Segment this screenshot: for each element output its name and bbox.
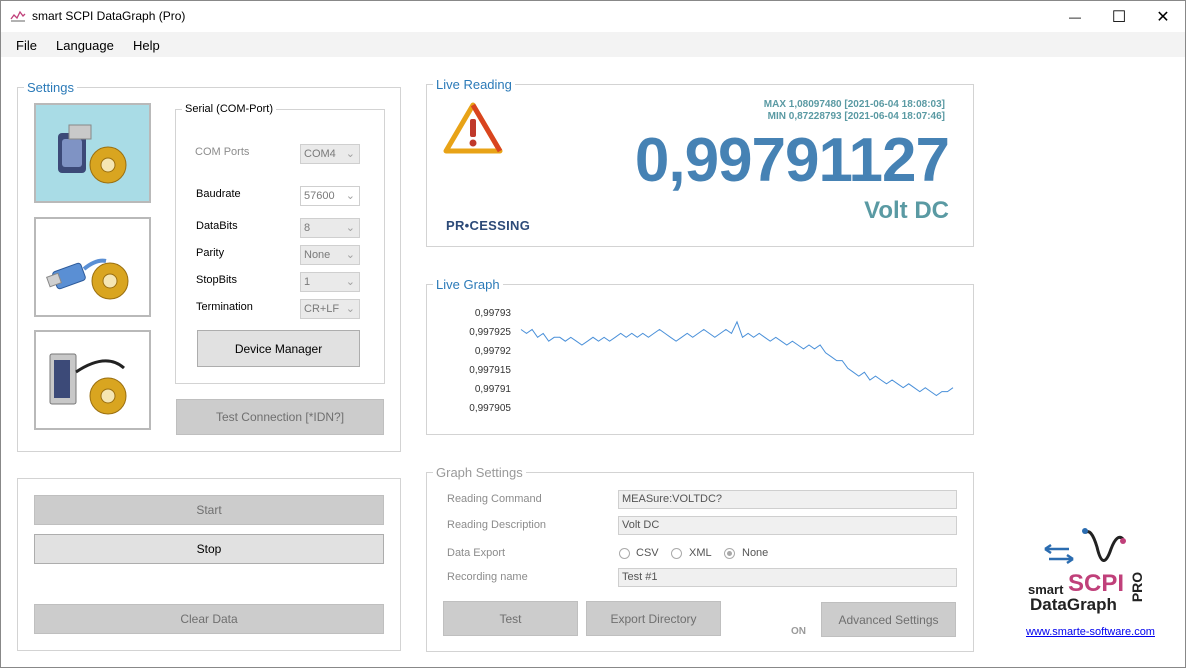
databits-label: DataBits [196, 220, 238, 232]
serial-settings-group: Serial (COM-Port) [175, 103, 385, 384]
settings-group: Settings [17, 80, 401, 452]
max-reading: MAX 1,08097480 [2021-06-04 18:08:03] [763, 99, 945, 110]
y-tick-label: 0,997905 [469, 403, 511, 414]
stopbits-select[interactable]: 1 ⌄ [300, 272, 360, 292]
chevron-down-icon: ⌄ [345, 249, 355, 261]
y-tick-label: 0,997915 [469, 365, 511, 376]
menu-file[interactable]: File [16, 38, 37, 53]
reading-command-label: Reading Command [447, 493, 542, 505]
reading-description-label: Reading Description [447, 519, 547, 531]
chevron-down-icon: ⌄ [345, 276, 355, 288]
settings-legend: Settings [27, 80, 74, 95]
parity-label: Parity [196, 247, 225, 259]
logo-datagraph: DataGraph [1030, 595, 1117, 614]
graph-settings-group: Graph Settings [426, 465, 974, 652]
network-cable-icon [46, 258, 129, 300]
series-line [520, 320, 954, 397]
chevron-down-icon: ⌄ [345, 148, 355, 160]
y-tick-label: 0,99793 [474, 308, 511, 319]
website-link[interactable]: www.smarte-software.com [1026, 626, 1155, 638]
live-graph-legend: Live Graph [436, 277, 500, 292]
recording-name-input[interactable]: Test #1 [618, 568, 957, 587]
device-manager-button[interactable]: Device Manager [197, 330, 360, 367]
data-export-label: Data Export [447, 547, 506, 559]
menu-bar: File Language Help [1, 32, 1185, 57]
chevron-down-icon: ⌄ [345, 190, 355, 202]
minimize-button[interactable]: — [1053, 1, 1097, 32]
chevron-down-icon: ⌄ [345, 303, 355, 315]
live-graph-group: Live Graph [426, 277, 974, 435]
stopbits-label: StopBits [196, 274, 237, 286]
serial-legend: Serial (COM-Port) [185, 103, 274, 115]
menu-language[interactable]: Language [56, 38, 114, 53]
live-unit: Volt DC [864, 197, 949, 224]
processing-status: PR•CESSING [446, 218, 531, 233]
minimize-icon: — [1069, 9, 1081, 24]
termination-label: Termination [196, 301, 253, 313]
serial-port-icon [58, 124, 127, 184]
gpib-port-icon [49, 353, 127, 415]
export-csv-label: CSV [636, 547, 659, 559]
export-csv-radio[interactable] [619, 548, 630, 559]
reading-command-input[interactable]: MEASure:VOLTDC? [618, 490, 957, 509]
export-directory-button[interactable]: Export Directory [586, 601, 721, 636]
app-icon [10, 10, 26, 22]
live-reading-group: Live Reading [426, 77, 974, 247]
serial-connection-tile[interactable] [34, 103, 151, 203]
reading-description-input[interactable]: Volt DC [618, 516, 957, 535]
advanced-settings-button[interactable]: Advanced Settings [821, 602, 956, 637]
close-icon: ✕ [1156, 8, 1170, 26]
export-xml-label: XML [689, 547, 712, 559]
live-value: 0,99791127 [634, 126, 950, 195]
logo-pro: PRO [1129, 571, 1146, 603]
on-indicator: ON [791, 626, 806, 637]
graph-settings-legend: Graph Settings [436, 465, 523, 480]
logo-scpi: SCPI [1068, 570, 1125, 597]
clear-data-button[interactable]: Clear Data [34, 604, 384, 634]
export-none-label: None [742, 547, 769, 559]
maximize-button[interactable]: ☐ [1097, 1, 1141, 32]
termination-select[interactable]: CR+LF ⌄ [300, 299, 360, 319]
live-reading-legend: Live Reading [436, 77, 512, 92]
export-xml-radio[interactable] [671, 548, 682, 559]
min-reading: MIN 0,87228793 [2021-06-04 18:07:46] [767, 111, 945, 122]
close-button[interactable]: ✕ [1141, 1, 1185, 32]
warning-icon [443, 102, 503, 154]
baudrate-select[interactable]: 57600 ⌄ [300, 186, 360, 206]
test-connection-button[interactable]: Test Connection [*IDN?] [176, 399, 384, 435]
stop-button[interactable]: Stop [34, 534, 384, 564]
y-tick-label: 0,99791 [474, 384, 511, 395]
window-title: smart SCPI DataGraph (Pro) [32, 9, 186, 23]
title-bar: smart SCPI DataGraph (Pro) — ☐ ✕ [1, 1, 1185, 32]
maximize-icon: ☐ [1111, 8, 1127, 26]
scpi-logo-graphic [1044, 528, 1126, 565]
baudrate-label: Baudrate [196, 188, 241, 200]
start-button[interactable]: Start [34, 495, 384, 525]
live-graph-plot [520, 320, 954, 397]
controls-group [17, 478, 401, 651]
chevron-down-icon: ⌄ [345, 222, 355, 234]
com-ports-label: COM Ports [195, 146, 250, 158]
gpib-connection-tile[interactable] [34, 330, 151, 430]
minmax-readout: MAX 1,08097480 [2021-06-04 18:08:03] MIN… [764, 99, 945, 123]
com-ports-select[interactable]: COM4 ⌄ [300, 144, 360, 164]
menu-help[interactable]: Help [133, 38, 160, 53]
network-connection-tile[interactable] [34, 217, 151, 317]
test-button[interactable]: Test [443, 601, 578, 636]
parity-select[interactable]: None ⌄ [300, 245, 360, 265]
y-tick-label: 0,99792 [474, 346, 511, 357]
logo-smart: smart [1028, 582, 1064, 597]
databits-select[interactable]: 8 ⌄ [300, 218, 360, 238]
export-none-radio[interactable] [724, 548, 735, 559]
y-tick-label: 0,997925 [469, 327, 511, 338]
recording-name-label: Recording name [447, 571, 528, 583]
